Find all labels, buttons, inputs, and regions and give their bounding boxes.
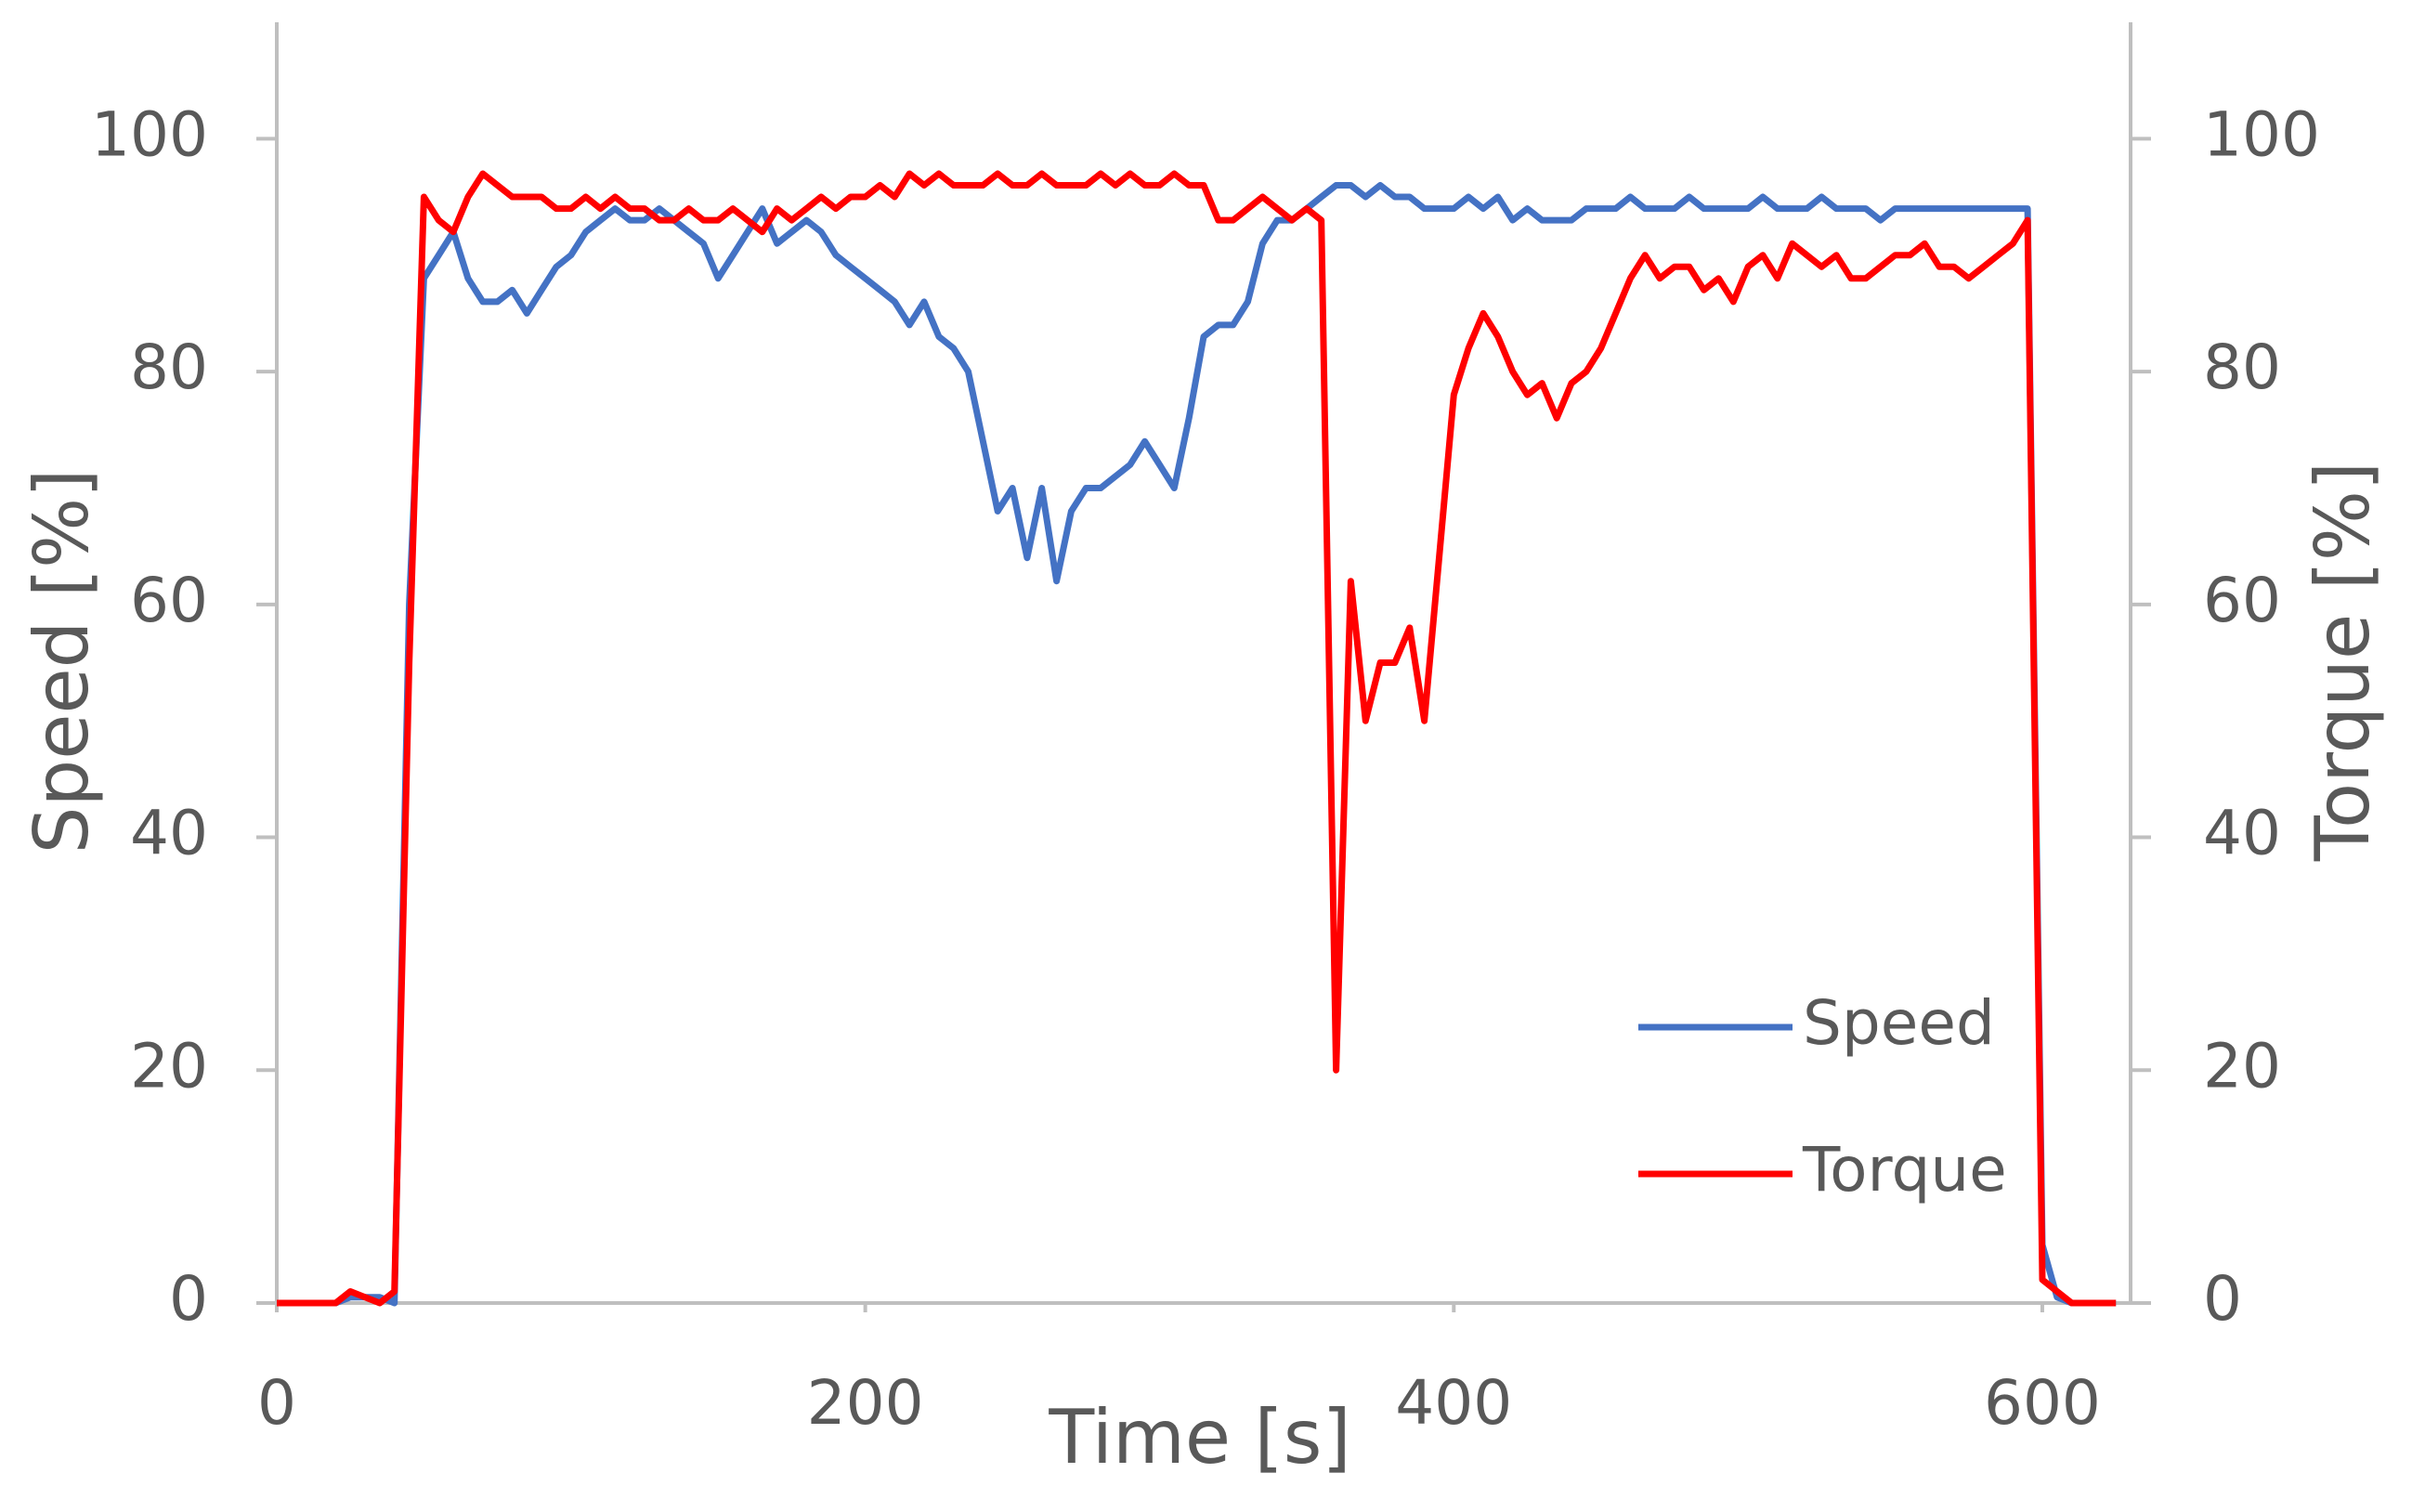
x-tick-label: 400 [1395, 1367, 1512, 1439]
x-axis-title: Time [s] [1048, 1394, 1350, 1480]
y-tick-label: 40 [130, 798, 208, 869]
x-tick-label: 600 [1984, 1367, 2101, 1439]
y-tick-label: 20 [130, 1030, 208, 1101]
y2-axis-title: Torque [%] [2300, 462, 2386, 862]
legend-label: Torque [1802, 1134, 2007, 1206]
y-tick-label: 0 [169, 1263, 208, 1335]
y-tick-label: 60 [130, 565, 208, 636]
legend-label: Speed [1803, 987, 1995, 1059]
y2-tick-label: 80 [2203, 332, 2281, 403]
y-axis-title: Speed [%] [19, 469, 105, 854]
y2-tick-label: 20 [2203, 1030, 2281, 1101]
x-tick-label: 200 [807, 1367, 924, 1439]
y2-tick-label: 60 [2203, 565, 2281, 636]
y-tick-label: 100 [91, 98, 208, 170]
series-line [277, 182, 2117, 1307]
y2-tick-label: 100 [2203, 98, 2320, 170]
y2-tick-label: 40 [2203, 798, 2281, 869]
y2-tick-label: 0 [2203, 1263, 2242, 1335]
y-tick-label: 80 [130, 332, 208, 403]
x-tick-label: 0 [257, 1367, 296, 1439]
series-line [277, 170, 2117, 1307]
